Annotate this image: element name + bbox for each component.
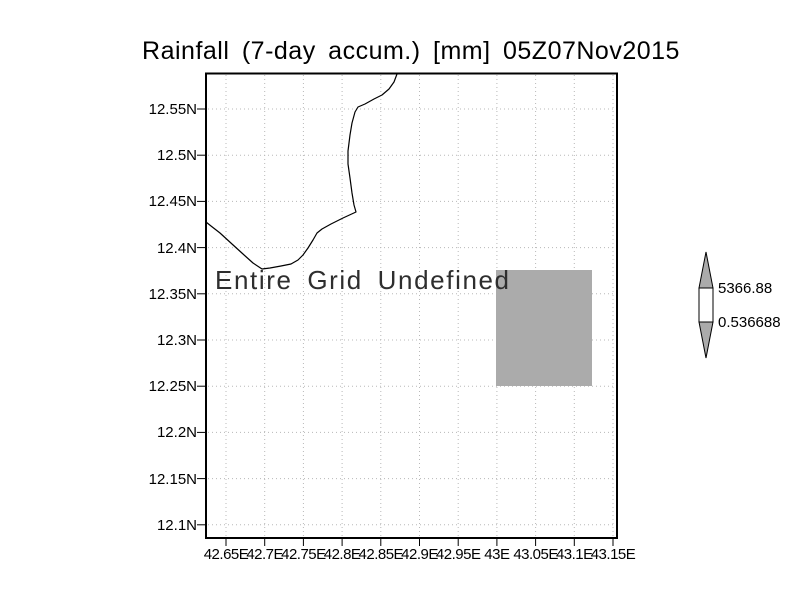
x-tick-label: 42.95E	[435, 546, 481, 563]
colorbar-max-label: 5366.88	[718, 280, 773, 297]
y-tick-label: 12.55N	[148, 101, 197, 118]
colorbar-lower-arrow	[698, 321, 714, 359]
colorbar	[698, 251, 714, 359]
chart-title: Rainfall (7-day accum.) [mm] 05Z07Nov201…	[142, 37, 680, 65]
colorbar-min-label: 0.536688	[718, 314, 781, 331]
plot-border	[205, 72, 618, 539]
undefined-grid-annotation: Entire Grid Undefined	[215, 265, 511, 295]
coastline	[205, 73, 398, 270]
y-tick-label: 12.35N	[148, 285, 197, 303]
x-tick-label: 43.05E	[513, 546, 558, 563]
x-tick-label: 42.75E	[281, 546, 326, 563]
y-tick-label: 12.45N	[148, 193, 197, 211]
x-tick-label: 42.8E	[323, 546, 361, 563]
y-tick-label: 12.4N	[156, 239, 197, 257]
gridlines	[208, 75, 615, 536]
x-tick-label: 43.1E	[555, 546, 593, 563]
x-tick-label: 42.7E	[246, 546, 284, 563]
y-tick-label: 12.5N	[156, 147, 197, 165]
x-tick-label: 42.9E	[401, 546, 438, 563]
y-tick-label: 12.3N	[156, 332, 197, 349]
colorbar-band	[698, 287, 714, 323]
undefined-region-box	[496, 270, 592, 386]
axis-ticks	[197, 108, 614, 546]
x-tick-label: 42.85E	[358, 546, 404, 563]
x-tick-label: 43E	[484, 546, 510, 563]
y-tick-label: 12.2N	[156, 424, 197, 442]
y-tick-label: 12.25N	[148, 378, 197, 396]
x-tick-label: 43.15E	[590, 546, 636, 563]
y-tick-label: 12.15N	[148, 470, 197, 488]
y-tick-label: 12.1N	[156, 516, 197, 534]
x-tick-label: 42.65E	[203, 546, 249, 563]
colorbar-upper-arrow	[698, 251, 714, 289]
